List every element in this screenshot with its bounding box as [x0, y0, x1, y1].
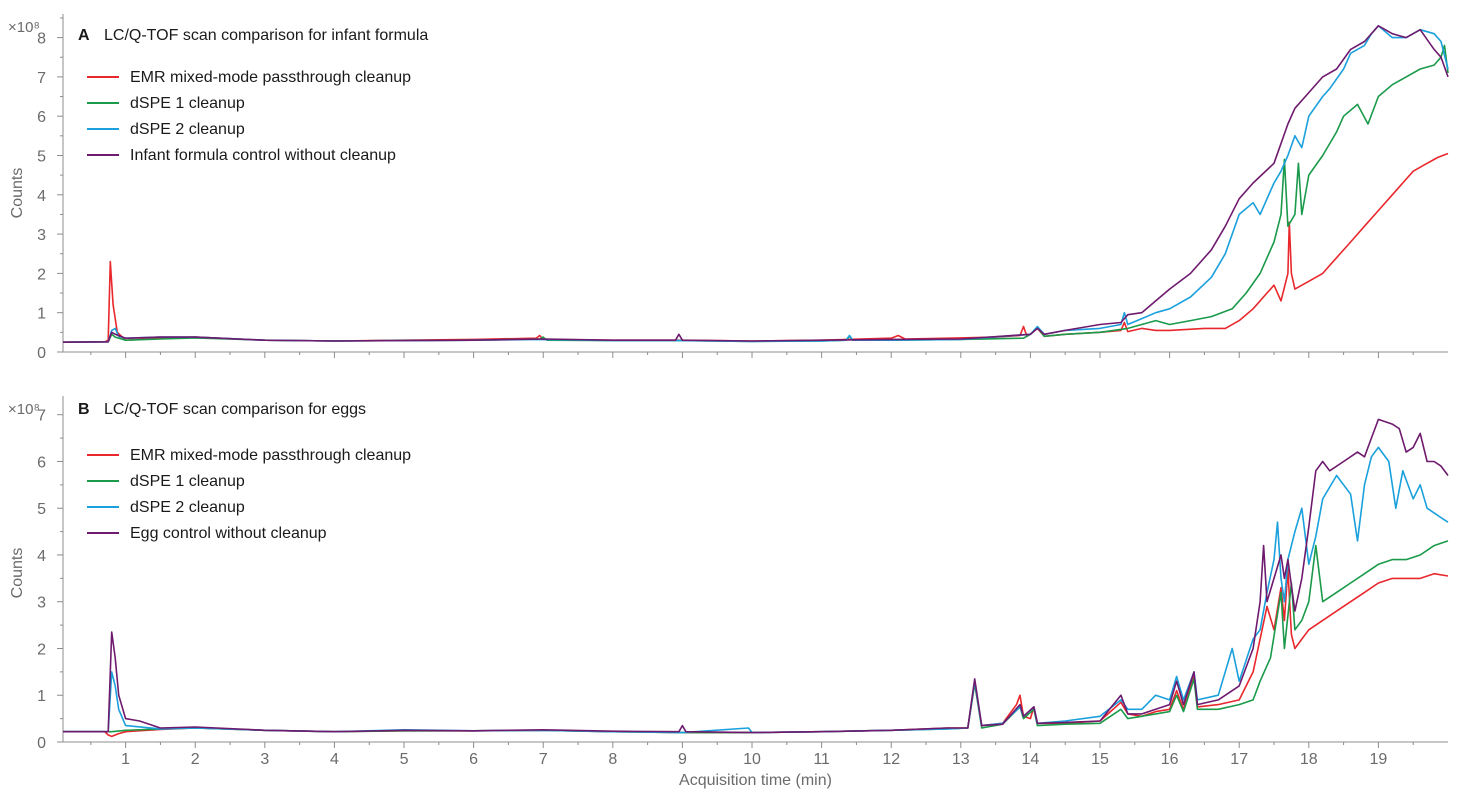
series-line	[62, 152, 1449, 343]
x-tick-label: 7	[539, 751, 548, 768]
legend-entry: dSPE 2 cleanup	[130, 499, 245, 516]
y-tick-label: 0	[37, 735, 46, 752]
y-exponent-label: ×10⁸	[8, 19, 40, 36]
x-tick-label: 13	[952, 751, 970, 768]
legend-entry: dSPE 2 cleanup	[130, 121, 245, 138]
panel-title: LC/Q-TOF scan comparison for eggs	[104, 401, 366, 418]
y-tick-label: 5	[37, 148, 46, 165]
x-tick-label: 1	[121, 751, 130, 768]
x-tick-label: 19	[1370, 751, 1388, 768]
y-exponent-label: ×10⁸	[8, 401, 40, 418]
y-tick-label: 3	[37, 595, 46, 612]
y-tick-label: 7	[37, 408, 46, 425]
x-tick-label: 14	[1022, 751, 1040, 768]
y-tick-label: 3	[37, 227, 46, 244]
series-line	[62, 44, 1449, 343]
x-tick-label: 11	[813, 751, 830, 768]
legend-entry: Egg control without cleanup	[130, 525, 327, 542]
y-tick-label: 0	[37, 345, 46, 362]
y-tick-label: 2	[37, 266, 46, 283]
legend-entry: EMR mixed-mode passthrough cleanup	[130, 447, 411, 464]
series-line	[62, 25, 1449, 343]
x-tick-label: 6	[469, 751, 478, 768]
x-tick-label: 12	[882, 751, 900, 768]
legend-entry: Infant formula control without cleanup	[130, 147, 396, 164]
y-tick-label: 1	[37, 306, 46, 323]
x-tick-label: 15	[1091, 751, 1109, 768]
x-tick-label: 8	[608, 751, 617, 768]
x-tick-label: 16	[1161, 751, 1179, 768]
y-tick-label: 2	[37, 641, 46, 658]
panel-letter: A	[78, 27, 90, 44]
y-tick-label: 8	[37, 31, 46, 48]
y-tick-label: 5	[37, 501, 46, 518]
panel-a: 0 1 2 3 4 5 6 7 8×10⁸ Counts A LC/Q-TOF scan compar…	[8, 14, 1449, 362]
y-axis-label: Counts	[9, 168, 26, 219]
x-tick-label: 3	[260, 751, 269, 768]
x-tick-label: 4	[330, 751, 339, 768]
x-tick-label: 9	[678, 751, 687, 768]
y-tick-label: 1	[37, 688, 46, 705]
legend-entry: dSPE 1 cleanup	[130, 95, 245, 112]
panel-title: LC/Q-TOF scan comparison for infant form…	[104, 27, 428, 44]
y-tick-label: 4	[37, 188, 46, 205]
series-line	[63, 418, 1449, 734]
x-tick-label: 18	[1300, 751, 1318, 768]
series-line	[63, 540, 1449, 734]
series-line	[63, 568, 1449, 738]
panel-b: 1 2 3 4 5 6 7 8 9 10 11 12 13 14 15 16 17 18 1901234567×10…	[8, 396, 1449, 768]
y-tick-label: 4	[37, 548, 46, 565]
series-line	[63, 446, 1449, 734]
x-tick-label: 2	[191, 751, 200, 768]
x-axis-label: Acquisition time (min)	[679, 772, 832, 789]
x-tick-label: 5	[400, 751, 409, 768]
panel-letter: B	[78, 401, 90, 418]
y-tick-label: 6	[37, 109, 46, 126]
legend-entry: EMR mixed-mode passthrough cleanup	[130, 69, 411, 86]
y-tick-label: 7	[37, 70, 46, 87]
y-tick-label: 6	[37, 454, 46, 471]
legend-entry: dSPE 1 cleanup	[130, 473, 245, 490]
x-tick-label: 10	[743, 751, 761, 768]
x-tick-label: 17	[1230, 751, 1248, 768]
y-axis-label: Counts	[9, 548, 26, 599]
